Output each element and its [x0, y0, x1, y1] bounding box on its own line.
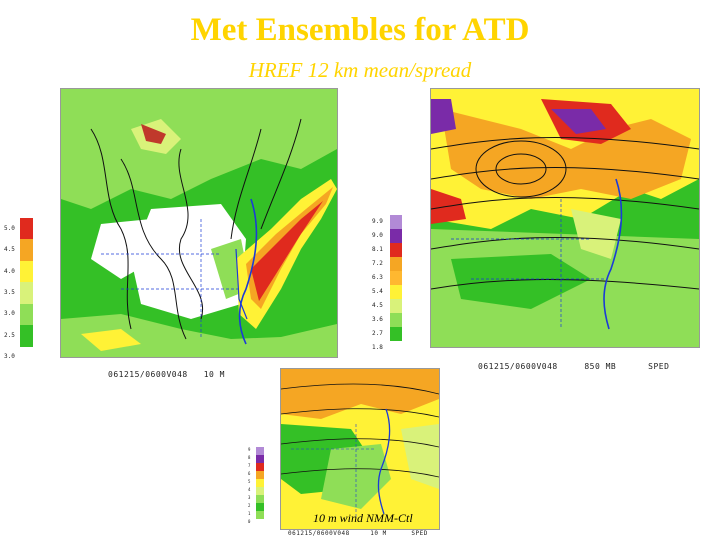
bottom-map	[281, 369, 439, 529]
colorbar-swatch	[20, 325, 33, 347]
colorbar-swatch	[256, 463, 264, 471]
colorbar-swatch	[256, 479, 264, 487]
colorbar-label: 4.0	[4, 267, 15, 275]
slide-title: Met Ensembles for ATD	[190, 12, 530, 48]
left-caption: 061215/0600V048 10 M	[108, 370, 225, 379]
left-map-panel	[60, 88, 338, 358]
colorbar-swatch	[390, 341, 402, 355]
colorbar-swatch	[390, 285, 402, 299]
colorbar-label: 6	[248, 471, 251, 476]
colorbar-label: 7	[248, 463, 251, 468]
colorbar-swatch	[20, 303, 33, 326]
colorbar-swatch	[390, 243, 402, 257]
colorbar-swatch	[256, 471, 264, 479]
left-map	[61, 89, 337, 357]
colorbar-label: 1.8	[372, 344, 383, 351]
colorbar-label: 5.0	[4, 224, 15, 232]
colorbar-swatch	[256, 503, 264, 511]
colorbar-label: 3.0	[4, 310, 15, 318]
right-colorbar: 9.9 9.0 8.1 7.2 6.3 5.4 4.5 3.6 2.7 1.8	[370, 215, 404, 355]
colorbar-label: 4.5	[372, 302, 383, 309]
colorbar-label: 9.0	[372, 232, 383, 239]
colorbar-swatch	[390, 313, 402, 327]
colorbar-label: 4.5	[4, 246, 15, 254]
colorbar-swatch	[20, 260, 33, 283]
colorbar-label: 7.2	[372, 260, 383, 267]
colorbar-swatch	[256, 455, 264, 463]
colorbar-swatch	[256, 519, 264, 527]
colorbar-label: 5.4	[372, 288, 383, 295]
bottom-colorbar: 9 8 7 6 5 4 3 2 1 0	[248, 447, 272, 527]
colorbar-label: 2	[248, 503, 251, 508]
colorbar-label: 8.1	[372, 246, 383, 253]
colorbar-swatch	[390, 229, 402, 243]
colorbar-label: 9	[248, 447, 251, 452]
bottom-overlay-label: 10 m wind NMM-Ctl	[313, 511, 413, 525]
right-map	[431, 89, 699, 347]
colorbar-label: 5	[248, 479, 251, 484]
colorbar-swatch	[256, 487, 264, 495]
colorbar-swatch	[390, 215, 402, 229]
colorbar-swatch	[20, 282, 33, 304]
slide-subtitle: HREF 12 km mean/spread	[248, 58, 472, 82]
colorbar-label: 4	[248, 487, 251, 492]
bottom-caption: 061215/0600V048 10 M SPED	[288, 530, 428, 537]
colorbar-swatch	[390, 327, 402, 341]
colorbar-label: 3	[248, 495, 251, 500]
colorbar-label: 3.0	[4, 353, 15, 361]
colorbar-swatch	[390, 299, 402, 313]
colorbar-swatch	[390, 271, 402, 285]
colorbar-label: 3.5	[4, 289, 15, 296]
colorbar-label: 1	[248, 511, 251, 516]
colorbar-label: 8	[248, 455, 251, 460]
colorbar-swatch	[20, 346, 33, 368]
right-caption: 061215/0600V048 850 MB SPED	[478, 362, 670, 371]
colorbar-swatch	[390, 257, 402, 271]
colorbar-swatch	[256, 495, 264, 503]
colorbar-label: 2.5	[4, 331, 15, 339]
bottom-map-panel: 10 m wind NMM-Ctl	[280, 368, 440, 530]
left-colorbar: 5.0 4.5 4.0 3.5 3.0 2.5 3.0	[2, 218, 36, 368]
colorbar-swatch	[20, 239, 33, 261]
colorbar-swatch	[256, 447, 264, 455]
colorbar-label: 9.9	[372, 218, 383, 225]
right-map-panel	[430, 88, 700, 348]
colorbar-label: 0	[248, 519, 251, 524]
colorbar-swatch	[20, 218, 33, 240]
colorbar-label: 2.7	[372, 330, 383, 337]
colorbar-swatch	[256, 511, 264, 519]
colorbar-label: 6.3	[372, 274, 383, 281]
colorbar-label: 3.6	[372, 316, 383, 323]
